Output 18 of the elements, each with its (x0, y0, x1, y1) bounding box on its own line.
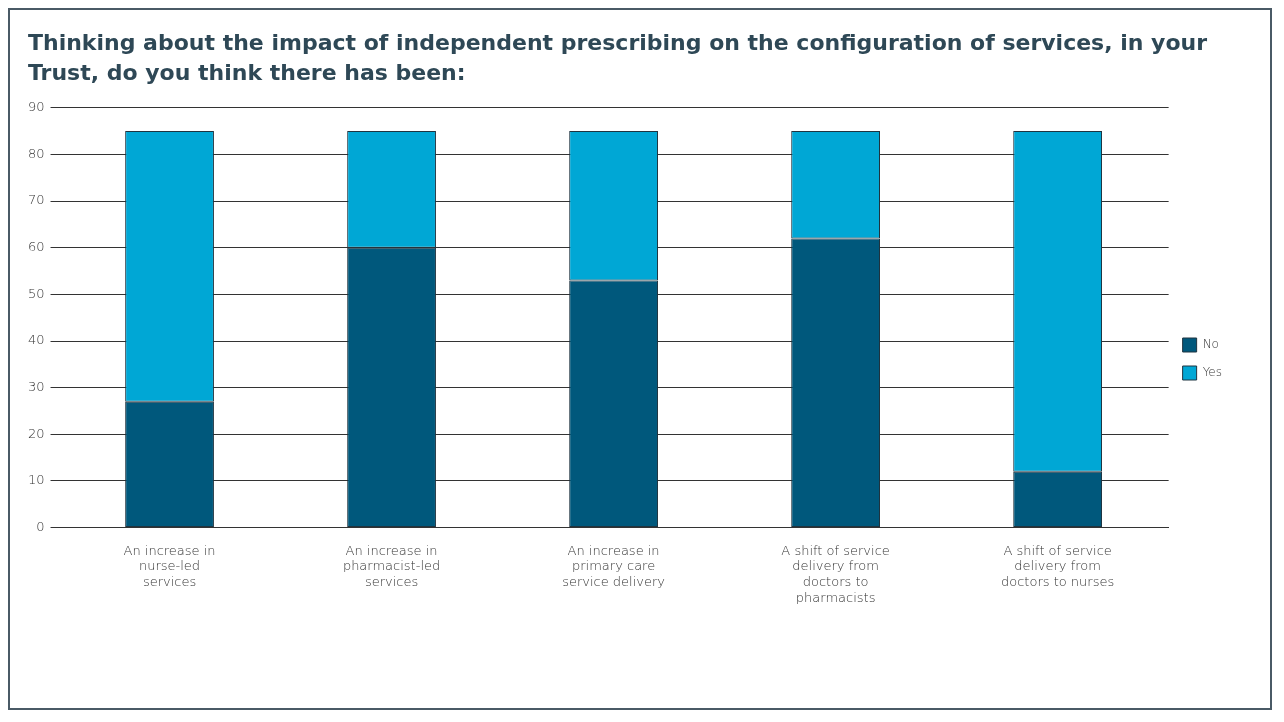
y-tick-label: 80 (28, 145, 45, 161)
legend-label: Yes (1202, 365, 1222, 380)
y-tick-label: 20 (28, 425, 45, 441)
y-tick-label: 30 (28, 379, 45, 395)
x-tick-label: A shift of service delivery from doctors to pharmacists (781, 542, 890, 605)
y-tick-label: 10 (28, 472, 45, 488)
y-tick-label: 70 (28, 192, 45, 208)
x-tick-label: An increase in primary care service delivery (562, 542, 666, 589)
chart-title: Thinking about the impact of independent prescribing on the configuration of services, in your Trust, do you think there has been: (28, 29, 1209, 87)
legend-label: No (1202, 337, 1219, 352)
x-tick-label: A shift of service delivery from doctors to nurses (1001, 542, 1115, 589)
x-tick-label: An increase in nurse-led services (123, 542, 216, 589)
y-tick-label: 90 (28, 99, 45, 115)
y-tick-label: 40 (28, 332, 45, 348)
y-tick-label: 50 (28, 285, 45, 301)
y-tick-label: 0 (36, 518, 45, 534)
y-tick-label: 60 (28, 239, 45, 255)
x-tick-label: An increase in pharmacist-led services (342, 542, 441, 589)
